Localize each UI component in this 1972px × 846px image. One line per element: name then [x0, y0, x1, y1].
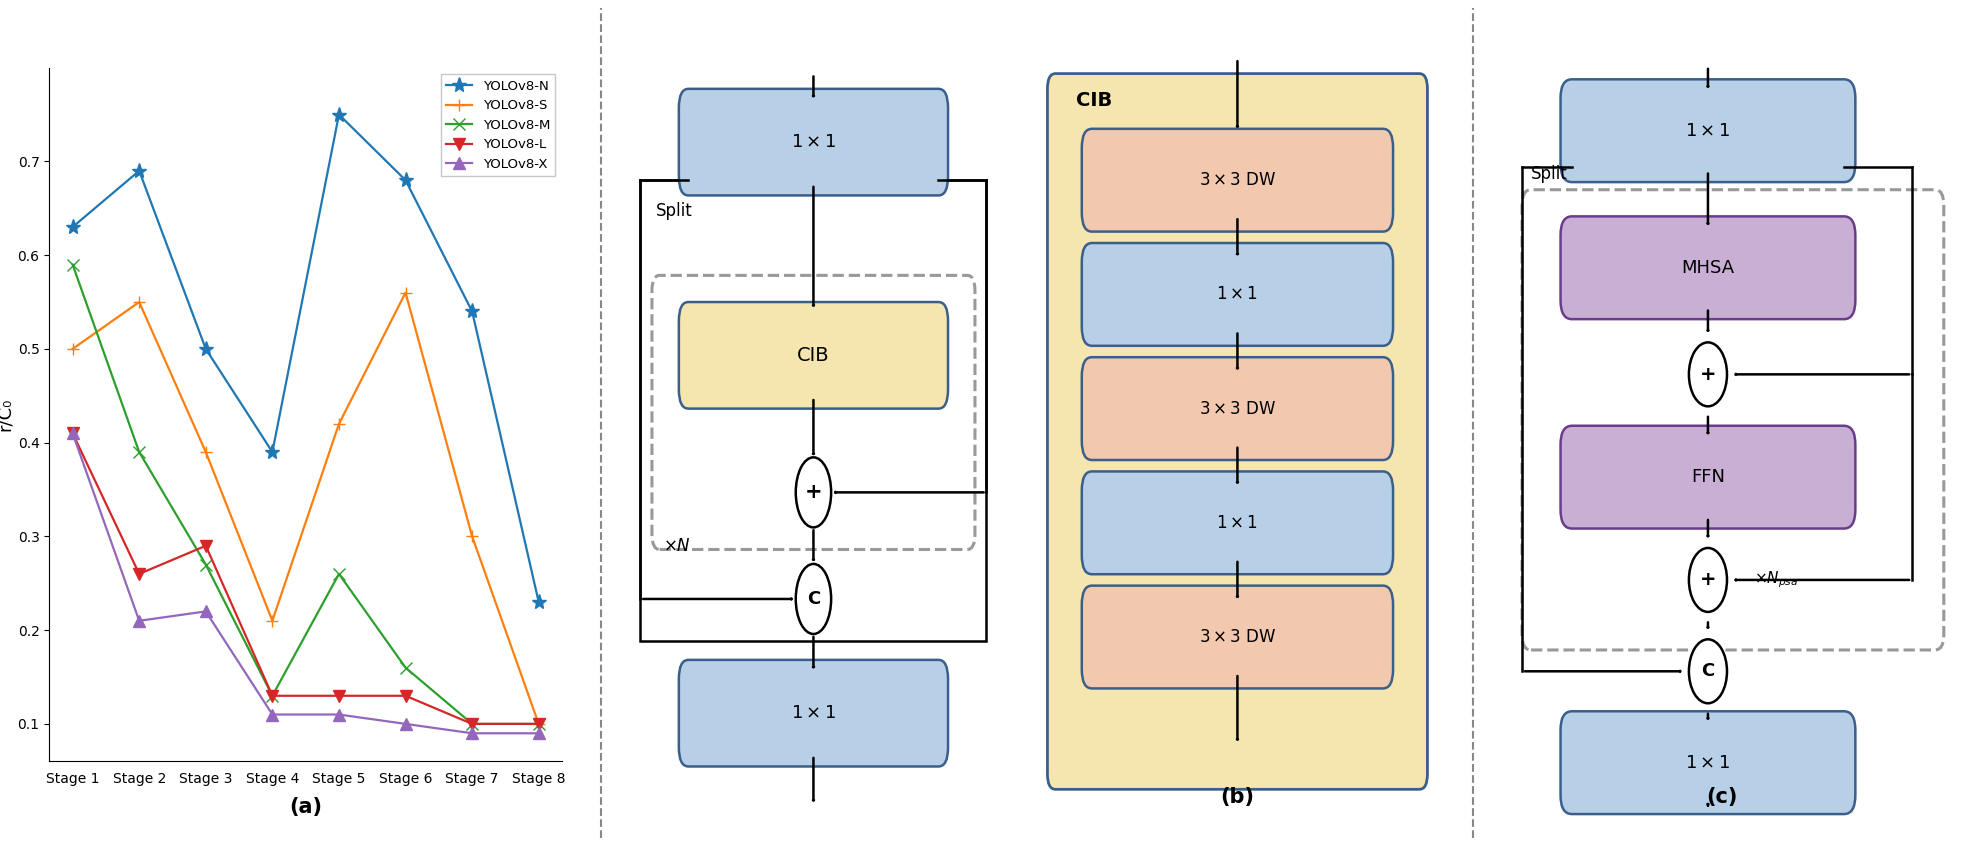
Text: C: C — [1702, 662, 1714, 680]
YOLOv8-M — [128, 447, 152, 457]
YOLOv8-L — [128, 569, 152, 579]
YOLOv8-N — [128, 166, 152, 176]
Text: $1 \times 1$: $1 \times 1$ — [1217, 514, 1258, 532]
Text: (c): (c) — [1706, 787, 1737, 807]
Line: YOLOv8-S: YOLOv8-S — [67, 287, 544, 730]
YOLOv8-L — [327, 690, 351, 700]
X-axis label: (a): (a) — [290, 797, 321, 817]
YOLOv8-N — [61, 222, 85, 232]
YOLOv8-X — [61, 428, 85, 438]
Text: Split: Split — [1530, 165, 1568, 183]
YOLOv8-L — [394, 690, 418, 700]
Text: +: + — [1700, 570, 1716, 590]
Text: CIB: CIB — [797, 346, 830, 365]
Line: YOLOv8-N: YOLOv8-N — [65, 107, 546, 610]
YOLOv8-M — [327, 569, 351, 579]
YOLOv8-M — [260, 690, 284, 700]
YOLOv8-X — [260, 710, 284, 720]
Line: YOLOv8-L: YOLOv8-L — [67, 427, 544, 730]
Text: MHSA: MHSA — [1682, 259, 1735, 277]
YOLOv8-M — [527, 719, 550, 729]
FancyBboxPatch shape — [1083, 129, 1392, 232]
Text: Split: Split — [657, 201, 692, 220]
YOLOv8-M — [459, 719, 483, 729]
YOLOv8-N — [260, 447, 284, 457]
YOLOv8-N — [527, 597, 550, 607]
YOLOv8-N — [327, 109, 351, 119]
FancyBboxPatch shape — [1083, 585, 1392, 689]
Text: $1 \times 1$: $1 \times 1$ — [791, 704, 836, 722]
Text: (b): (b) — [1221, 787, 1254, 807]
FancyBboxPatch shape — [1083, 243, 1392, 346]
YOLOv8-S — [527, 719, 550, 729]
FancyBboxPatch shape — [678, 302, 949, 409]
YOLOv8-S — [327, 419, 351, 429]
YOLOv8-M — [193, 559, 217, 569]
YOLOv8-L — [260, 690, 284, 700]
Circle shape — [1688, 343, 1727, 406]
YOLOv8-L — [193, 541, 217, 551]
YOLOv8-S — [128, 297, 152, 307]
Circle shape — [797, 458, 830, 527]
YOLOv8-N — [394, 175, 418, 185]
YOLOv8-L — [527, 719, 550, 729]
YOLOv8-X — [394, 719, 418, 729]
Text: +: + — [1700, 365, 1716, 384]
YOLOv8-X — [327, 710, 351, 720]
Text: $1 \times 1$: $1 \times 1$ — [1686, 754, 1731, 772]
FancyBboxPatch shape — [1047, 74, 1428, 789]
Text: CIB: CIB — [1077, 91, 1112, 110]
YOLOv8-S — [61, 343, 85, 354]
YOLOv8-X — [128, 616, 152, 626]
YOLOv8-N — [193, 343, 217, 354]
YOLOv8-L — [459, 719, 483, 729]
Text: $3 \times 3$ DW: $3 \times 3$ DW — [1199, 171, 1276, 190]
Circle shape — [797, 564, 830, 634]
Legend: YOLOv8-N, YOLOv8-S, YOLOv8-M, YOLOv8-L, YOLOv8-X: YOLOv8-N, YOLOv8-S, YOLOv8-M, YOLOv8-L, … — [440, 74, 556, 176]
Text: +: + — [805, 482, 822, 503]
FancyBboxPatch shape — [1560, 217, 1856, 319]
Line: YOLOv8-X: YOLOv8-X — [67, 427, 544, 739]
FancyBboxPatch shape — [1083, 471, 1392, 574]
Text: $\times N$: $\times N$ — [663, 536, 692, 555]
Text: FFN: FFN — [1690, 468, 1726, 486]
YOLOv8-X — [193, 607, 217, 617]
YOLOv8-X — [527, 728, 550, 739]
FancyBboxPatch shape — [1560, 711, 1856, 814]
Text: $3 \times 3$ DW: $3 \times 3$ DW — [1199, 399, 1276, 418]
FancyBboxPatch shape — [1560, 80, 1856, 182]
FancyBboxPatch shape — [678, 660, 949, 766]
YOLOv8-M — [61, 260, 85, 270]
Text: $1 \times 1$: $1 \times 1$ — [1217, 285, 1258, 304]
YOLOv8-X — [459, 728, 483, 739]
FancyBboxPatch shape — [1083, 357, 1392, 460]
Text: $3 \times 3$ DW: $3 \times 3$ DW — [1199, 628, 1276, 646]
Text: $\times N_{psa}$: $\times N_{psa}$ — [1755, 569, 1798, 591]
Line: YOLOv8-M: YOLOv8-M — [67, 258, 544, 730]
YOLOv8-M — [394, 662, 418, 673]
YOLOv8-N — [459, 306, 483, 316]
YOLOv8-S — [260, 616, 284, 626]
Text: C: C — [807, 590, 820, 608]
YOLOv8-S — [193, 447, 217, 457]
Y-axis label: r/C₀: r/C₀ — [0, 398, 14, 431]
FancyBboxPatch shape — [1560, 426, 1856, 529]
Text: $1 \times 1$: $1 \times 1$ — [791, 133, 836, 151]
YOLOv8-S — [459, 531, 483, 541]
Circle shape — [1688, 548, 1727, 612]
Text: $1 \times 1$: $1 \times 1$ — [1686, 122, 1731, 140]
Bar — [641, 180, 986, 641]
YOLOv8-L — [61, 428, 85, 438]
FancyBboxPatch shape — [678, 89, 949, 195]
Circle shape — [1688, 640, 1727, 703]
YOLOv8-S — [394, 288, 418, 298]
